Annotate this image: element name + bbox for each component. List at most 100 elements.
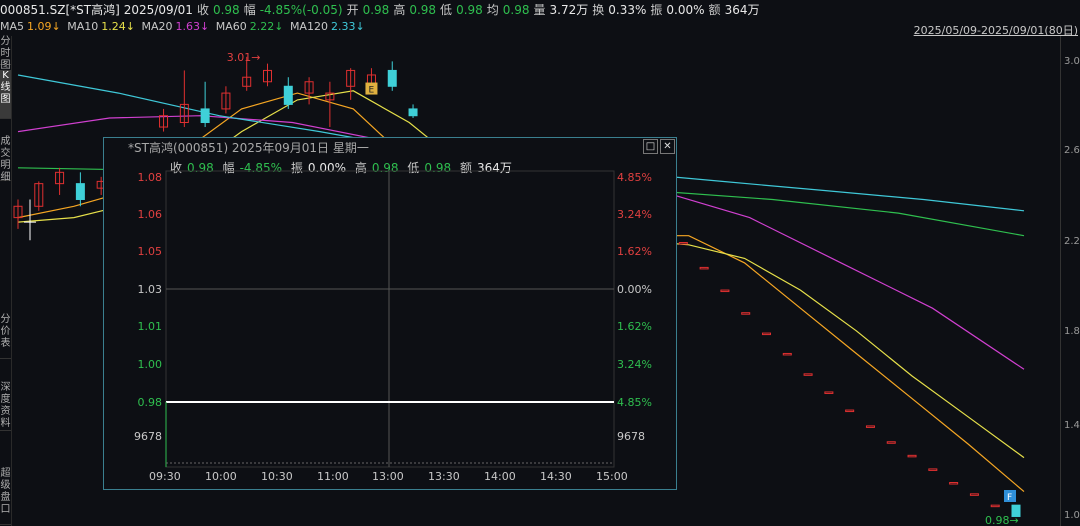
maximize-icon[interactable]: □ xyxy=(643,139,658,154)
volume-label: 9678 xyxy=(134,430,162,443)
candle-body xyxy=(13,205,23,219)
candle-body xyxy=(1011,504,1021,517)
pct-label: 4.85% xyxy=(617,396,652,409)
event-badge-f xyxy=(1004,490,1016,502)
turnover-value: 0.33% xyxy=(608,2,647,17)
axis-tick: 1.40 xyxy=(1064,420,1080,431)
popup-title: *ST高鸿(000851) 2025年09月01日 星期一 xyxy=(128,141,369,155)
time-label: 10:30 xyxy=(261,470,293,483)
candle-body xyxy=(782,352,792,356)
candle-body xyxy=(949,482,959,485)
amplitude-label: 振 xyxy=(650,3,663,17)
axis-tick: 1.00 xyxy=(1064,510,1080,521)
price-label: 0.98 xyxy=(137,396,163,409)
price-label: 1.06 xyxy=(137,208,163,221)
candle-body xyxy=(346,69,356,87)
tab-kline[interactable]: K线图 xyxy=(0,70,11,119)
price-label: 1.05 xyxy=(137,245,163,258)
ma120-value: 2.33↓ xyxy=(330,20,365,33)
tab-trade-detail[interactable]: 成交明细 xyxy=(0,136,11,183)
candle-body xyxy=(699,266,709,270)
candle-body xyxy=(75,183,85,200)
ma5-label: MA5 xyxy=(0,20,25,33)
last-price-mark: 0.98→ xyxy=(985,514,1019,526)
pct-label: 3.24% xyxy=(617,358,652,371)
close-value: 0.98 xyxy=(212,2,240,17)
tab-price-table[interactable]: 分价表 xyxy=(0,314,11,359)
price-label: 1.03 xyxy=(137,283,163,296)
candle-body xyxy=(200,108,210,124)
pct-label: 0.00% xyxy=(617,283,652,296)
candle-body xyxy=(886,441,896,444)
close-icon[interactable]: ✕ xyxy=(660,139,675,154)
ma60-label: MA60 xyxy=(215,20,247,33)
time-label: 10:00 xyxy=(205,470,237,483)
time-label: 13:30 xyxy=(428,470,460,483)
time-label: 13:00 xyxy=(372,470,404,483)
ma5-value: 1.09↓ xyxy=(27,20,61,33)
tab-timeshare[interactable]: 分时图 xyxy=(0,36,11,71)
pct-label: 3.24% xyxy=(617,208,652,221)
side-tab-bar: 分时图 K线图 成交明细 分价表 深度资料 超级盘口 xyxy=(0,36,12,526)
high-value: 0.98 xyxy=(409,2,437,17)
price-axis: 3.00 2.60 2.20 1.80 1.40 1.00 xyxy=(1060,36,1080,526)
candle-body xyxy=(179,103,189,124)
amount-label: 额 xyxy=(708,3,721,17)
event-badge-f-label: F xyxy=(1007,493,1012,503)
high-label: 高 xyxy=(393,3,406,17)
candle-body xyxy=(304,81,314,94)
candle-body xyxy=(387,69,397,87)
axis-tick: 2.20 xyxy=(1064,236,1080,247)
ma120-label: MA120 xyxy=(289,20,328,33)
date-range-link[interactable]: 2025/05/09-2025/09/01(80日) xyxy=(913,24,1078,37)
candle-body xyxy=(159,115,169,128)
pct-label: 4.85% xyxy=(617,171,652,184)
ma60-value: 2.22↓ xyxy=(249,20,284,33)
high-price-mark: 3.01→ xyxy=(227,51,261,64)
candle-body xyxy=(678,242,688,245)
candle-body xyxy=(325,92,335,101)
candle-body xyxy=(55,171,65,185)
time-label: 09:30 xyxy=(149,470,181,483)
open-label: 开 xyxy=(346,3,359,17)
candle-body xyxy=(741,312,751,315)
axis-tick: 1.80 xyxy=(1064,326,1080,337)
low-label: 低 xyxy=(440,3,453,17)
candle-body xyxy=(803,373,813,376)
open-value: 0.98 xyxy=(362,2,390,17)
change-label: 幅 xyxy=(243,3,256,17)
candle-body xyxy=(720,289,730,293)
volume-label: 量 xyxy=(533,3,546,17)
time-label: 14:30 xyxy=(540,470,572,483)
turnover-label: 换 xyxy=(592,3,605,17)
time-label: 11:00 xyxy=(317,470,349,483)
event-badge-e xyxy=(365,82,378,95)
ma20-value: 1.63↓ xyxy=(175,20,210,33)
avg-value: 0.98 xyxy=(502,2,530,17)
stock-code[interactable]: 000851.SZ[*ST高鸿] xyxy=(0,3,120,17)
candle-body xyxy=(408,108,418,117)
candle-body xyxy=(762,332,771,336)
candle-body xyxy=(928,468,938,471)
pct-label: 1.62% xyxy=(617,245,652,258)
tab-depth-data[interactable]: 深度资料 xyxy=(0,382,11,431)
candle-body xyxy=(34,183,44,207)
plot-frame xyxy=(165,170,615,468)
candle-body xyxy=(907,454,917,458)
candle-body xyxy=(845,409,855,413)
candle-body xyxy=(263,69,272,83)
amplitude-value: 0.00% xyxy=(666,2,705,17)
axis-tick: 3.00 xyxy=(1064,56,1080,67)
candle-body xyxy=(824,391,834,394)
avg-label: 均 xyxy=(486,3,499,17)
tab-super-quote[interactable]: 超级盘口 xyxy=(0,468,11,525)
candle-body xyxy=(283,85,293,105)
price-label: 1.00 xyxy=(137,358,163,371)
volume-value: 3.72万 xyxy=(549,3,589,17)
ma10-label: MA10 xyxy=(67,20,99,33)
change-value: -4.85%(-0.05) xyxy=(259,2,343,17)
candle-body xyxy=(221,92,231,110)
intraday-popup[interactable]: *ST高鸿(000851) 2025年09月01日 星期一 □ ✕ 收 0.98 … xyxy=(103,137,677,490)
intraday-grid xyxy=(165,170,615,468)
amount-value: 364万 xyxy=(724,3,760,17)
